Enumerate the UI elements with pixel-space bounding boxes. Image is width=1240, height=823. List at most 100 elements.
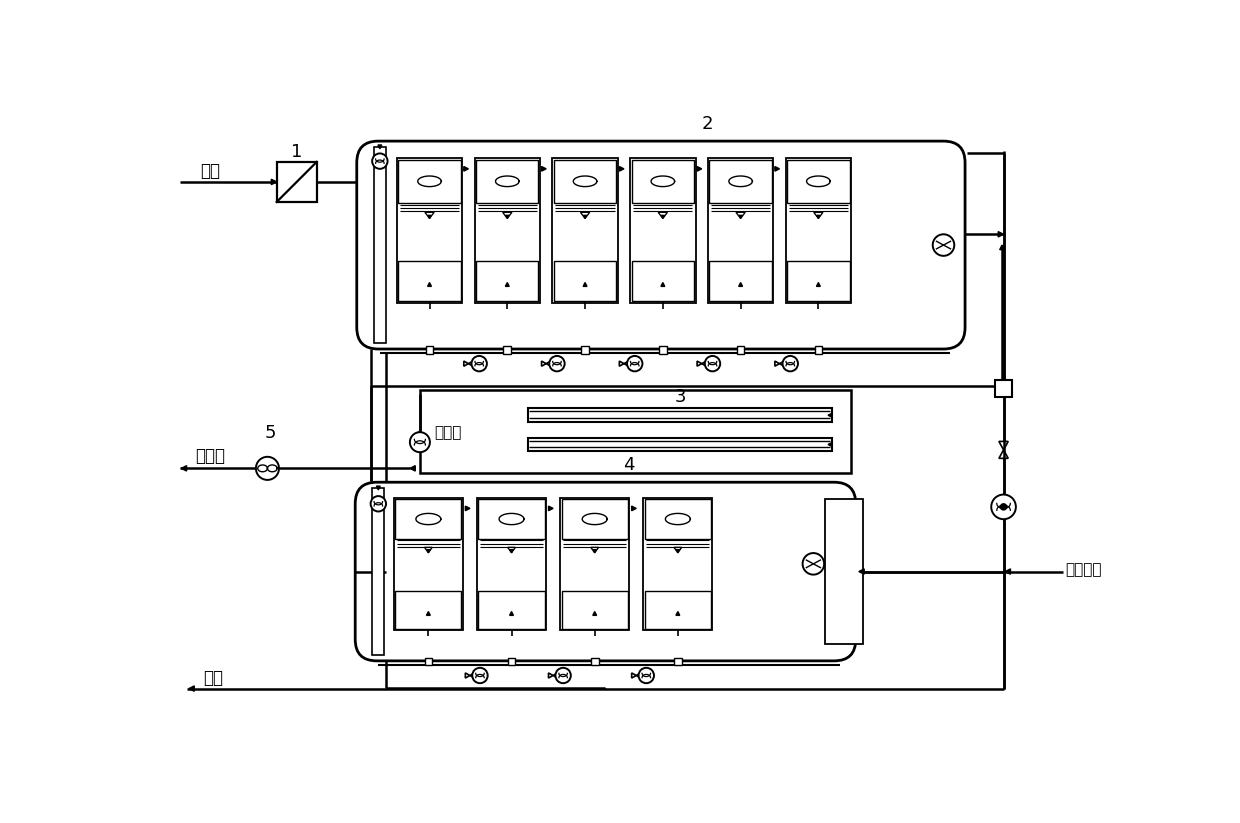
Polygon shape <box>181 466 186 471</box>
Bar <box>277 162 316 202</box>
Polygon shape <box>593 611 596 616</box>
Bar <box>425 346 433 354</box>
Circle shape <box>255 457 279 480</box>
Circle shape <box>639 667 653 683</box>
Bar <box>397 158 463 303</box>
Polygon shape <box>272 179 277 184</box>
Circle shape <box>471 356 487 371</box>
Polygon shape <box>428 216 432 218</box>
Polygon shape <box>828 443 832 446</box>
Bar <box>786 158 851 303</box>
Circle shape <box>991 495 1016 519</box>
Bar <box>528 408 832 422</box>
Bar <box>477 498 546 630</box>
Bar <box>562 500 627 539</box>
Polygon shape <box>619 166 624 171</box>
Text: 2: 2 <box>702 114 713 133</box>
Bar <box>507 658 516 666</box>
Bar <box>476 160 538 203</box>
Text: 4: 4 <box>622 456 635 474</box>
Polygon shape <box>542 166 546 171</box>
Polygon shape <box>428 282 432 286</box>
Circle shape <box>802 553 825 574</box>
Bar <box>562 592 627 629</box>
Bar <box>658 346 667 354</box>
Circle shape <box>371 496 386 511</box>
Bar <box>645 592 711 629</box>
Polygon shape <box>739 282 743 286</box>
Polygon shape <box>464 166 469 171</box>
Polygon shape <box>510 550 513 553</box>
FancyBboxPatch shape <box>355 482 856 661</box>
Bar <box>631 261 694 301</box>
Polygon shape <box>661 216 665 218</box>
Polygon shape <box>584 216 587 218</box>
Text: 1: 1 <box>291 143 303 160</box>
Bar <box>503 346 511 354</box>
Bar <box>994 379 1012 397</box>
Bar <box>475 158 541 303</box>
Polygon shape <box>631 506 636 511</box>
Bar <box>373 147 386 343</box>
Text: 淡水: 淡水 <box>203 669 223 687</box>
Polygon shape <box>739 216 743 218</box>
Circle shape <box>372 153 388 169</box>
Bar <box>787 160 849 203</box>
Text: 浓盐水: 浓盐水 <box>196 447 226 465</box>
Bar <box>554 160 616 203</box>
Bar <box>398 160 461 203</box>
Polygon shape <box>1006 569 1011 574</box>
Polygon shape <box>999 245 1004 249</box>
Polygon shape <box>817 216 820 218</box>
Bar <box>420 390 851 473</box>
Bar <box>476 261 538 301</box>
Text: 3: 3 <box>675 388 686 406</box>
Polygon shape <box>676 611 680 616</box>
Bar <box>396 592 461 629</box>
Bar <box>737 346 744 354</box>
Polygon shape <box>410 466 415 471</box>
Polygon shape <box>510 611 513 616</box>
Circle shape <box>556 667 570 683</box>
Bar <box>675 658 682 666</box>
Bar <box>590 658 599 666</box>
Polygon shape <box>548 506 553 511</box>
Polygon shape <box>676 550 680 553</box>
Circle shape <box>1001 504 1007 510</box>
Bar <box>560 498 630 630</box>
Bar <box>424 658 433 666</box>
Bar <box>631 160 694 203</box>
Bar <box>644 498 713 630</box>
Polygon shape <box>377 486 381 490</box>
Bar <box>528 438 832 452</box>
Circle shape <box>410 432 430 452</box>
Bar <box>552 158 618 303</box>
Polygon shape <box>816 282 821 286</box>
Bar <box>630 158 696 303</box>
Circle shape <box>627 356 642 371</box>
Bar <box>825 500 863 644</box>
Circle shape <box>782 356 799 371</box>
Text: 浓海水: 浓海水 <box>434 425 461 440</box>
Bar <box>582 346 589 354</box>
Polygon shape <box>775 166 780 171</box>
Polygon shape <box>378 145 382 149</box>
Bar <box>396 500 461 539</box>
Bar <box>398 261 461 301</box>
Text: 海水: 海水 <box>201 162 221 180</box>
Text: 高压蕊汽: 高压蕊汽 <box>1065 562 1101 578</box>
Polygon shape <box>188 686 195 691</box>
Bar <box>372 488 384 655</box>
Polygon shape <box>859 569 864 574</box>
Bar <box>787 261 849 301</box>
Polygon shape <box>583 282 587 286</box>
Polygon shape <box>506 282 510 286</box>
Polygon shape <box>998 231 1003 237</box>
Polygon shape <box>593 550 596 553</box>
Polygon shape <box>661 282 665 286</box>
Bar <box>479 592 544 629</box>
Circle shape <box>472 667 487 683</box>
Circle shape <box>932 235 955 256</box>
Text: 5: 5 <box>265 424 277 442</box>
Bar <box>394 498 463 630</box>
